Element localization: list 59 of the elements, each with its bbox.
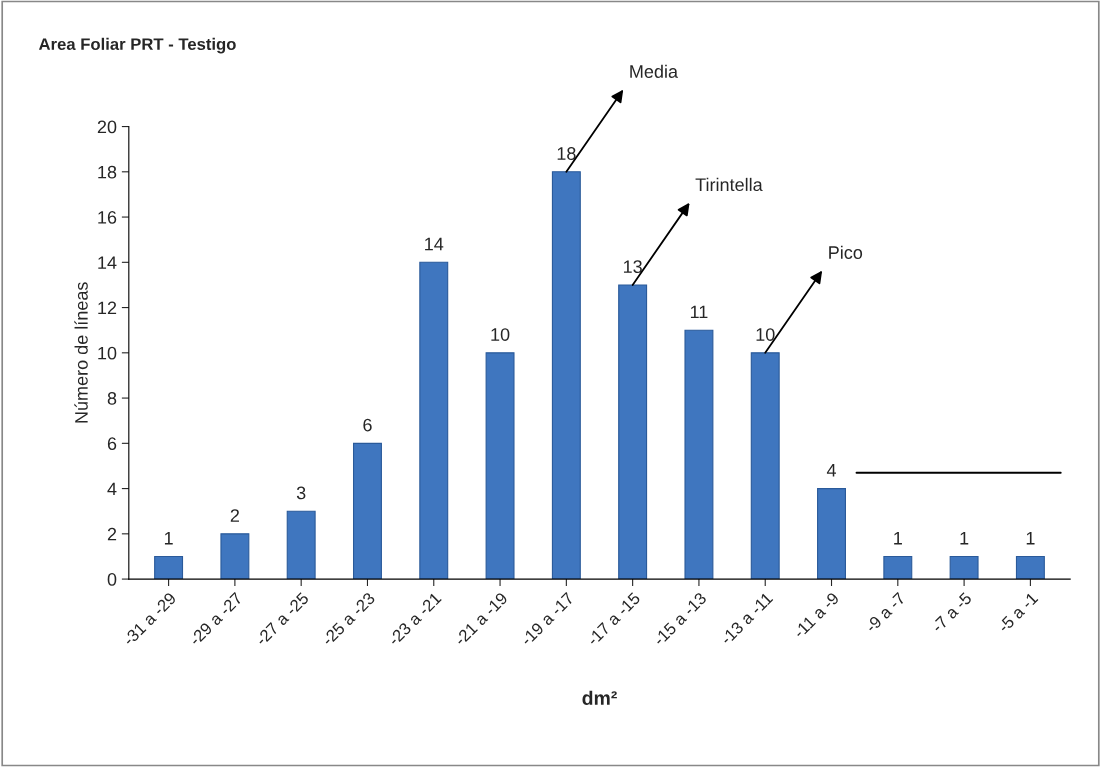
y-tick-label: 6: [107, 437, 117, 451]
chart-title: Area Foliar PRT - Testigo: [38, 37, 236, 54]
x-tick-label: -31 a -29: [122, 591, 177, 647]
bar: [419, 261, 449, 580]
bar: [220, 533, 250, 580]
bar: [883, 555, 913, 580]
x-tick-label: -17 a -15: [586, 591, 641, 647]
data-label: 3: [296, 486, 306, 500]
x-tick-label: -11 a -9: [792, 591, 840, 639]
annotation: Media: [630, 64, 679, 78]
x-tick-label: -25 a -23: [321, 591, 376, 647]
x-tick-label: -5 a -1: [997, 591, 1039, 634]
y-tick-label: 16: [98, 211, 117, 224]
bar: [684, 329, 714, 580]
annotation: Tirintella: [695, 177, 763, 192]
x-tick-label: -13 a -11: [719, 591, 774, 646]
data-label: 18: [557, 147, 576, 160]
bar: [286, 510, 316, 580]
data-label: 1: [894, 531, 902, 545]
y-axis-title: Número de líneas: [74, 282, 88, 423]
x-tick-label: -9 a -7: [864, 591, 906, 634]
data-label: 14: [425, 237, 444, 251]
data-label: 4: [826, 464, 837, 477]
y-tick-label: 8: [107, 392, 117, 405]
x-axis-title: dm²: [582, 690, 617, 705]
x-tick-label: -15 a -13: [652, 591, 708, 647]
data-label: 1: [164, 531, 173, 545]
bar: [485, 352, 515, 580]
bar: [949, 555, 979, 580]
bar: [1015, 555, 1045, 580]
data-label: 13: [623, 260, 642, 274]
y-tick-label: 14: [98, 256, 117, 269]
data-label: 1: [960, 531, 969, 545]
data-label: 1: [1026, 531, 1035, 545]
y-tick-label: 12: [98, 301, 117, 315]
data-label: 6: [363, 418, 372, 432]
data-label: 2: [230, 509, 239, 522]
y-tick-label: 10: [98, 346, 117, 360]
data-label: 11: [690, 305, 708, 319]
annotation: Pico: [829, 245, 863, 259]
bar: [551, 171, 581, 580]
bar: [154, 555, 184, 580]
data-label: 10: [756, 328, 775, 341]
bar: [618, 284, 648, 580]
x-tick-label: -21 a -19: [453, 591, 509, 647]
bar: [817, 488, 846, 580]
y-tick-label: 20: [97, 120, 117, 134]
y-tick-label: 2: [107, 527, 117, 541]
y-tick-label: 0: [107, 573, 117, 586]
bar: [750, 352, 780, 580]
bar: [352, 442, 382, 580]
x-tick-label: -19 a -17: [520, 591, 575, 647]
x-tick-label: -7 a -5: [931, 591, 973, 634]
data-label: 10: [491, 328, 510, 341]
x-tick-label: -29 a -27: [188, 591, 243, 647]
y-tick-label: 4: [107, 482, 117, 496]
x-tick-label: -23 a -21: [387, 591, 442, 647]
x-tick-label: -27 a -25: [254, 591, 310, 647]
y-tick-label: 18: [98, 165, 117, 179]
